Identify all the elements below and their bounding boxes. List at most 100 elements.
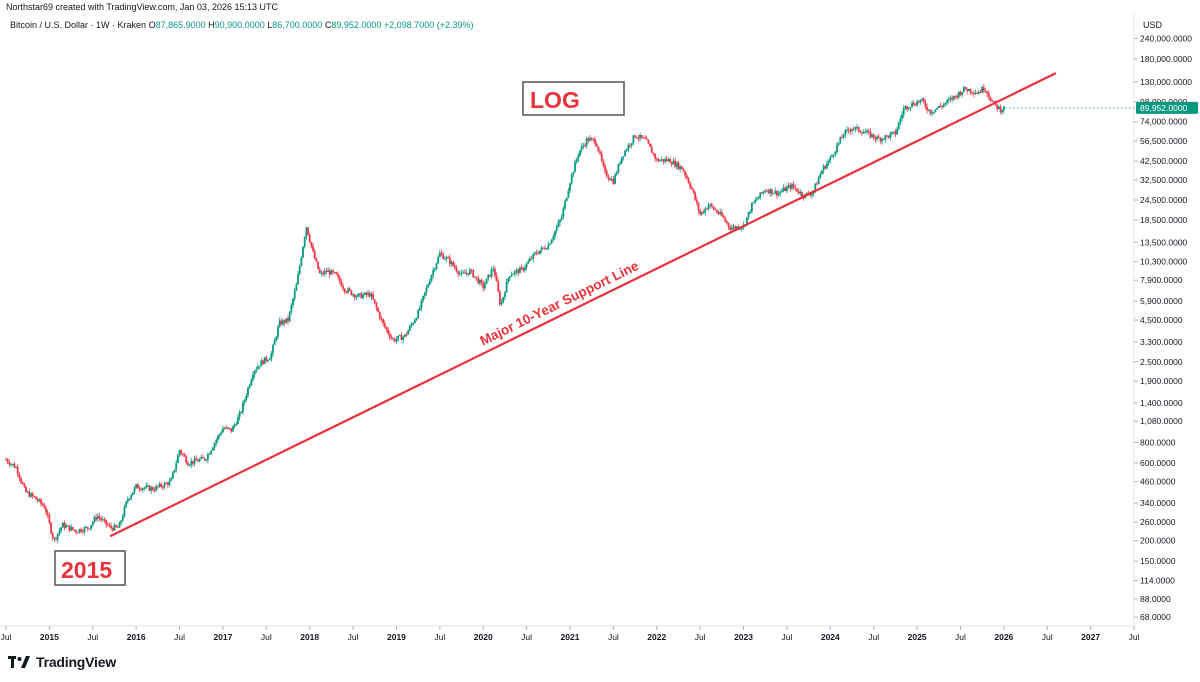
candle-body	[272, 344, 274, 354]
candle-body	[542, 247, 545, 249]
candle-body	[398, 335, 401, 337]
candle-body	[675, 162, 678, 167]
y-tick-label: 13,500.0000	[1140, 237, 1188, 247]
candle-body	[914, 104, 917, 106]
candle-body	[592, 138, 595, 140]
candle-body	[475, 276, 478, 278]
candle-body	[976, 92, 979, 94]
candle-body	[283, 320, 286, 323]
candle-body	[637, 138, 640, 140]
candle-body	[178, 450, 181, 456]
tradingview-logo-icon	[8, 656, 30, 668]
candle-body	[96, 516, 99, 520]
candle-body	[967, 89, 970, 92]
candle-body	[762, 191, 765, 194]
candle-body	[222, 428, 224, 433]
candle-body	[372, 294, 375, 300]
candle-body	[355, 296, 358, 298]
candle-body	[492, 268, 495, 270]
candle-body	[437, 256, 440, 264]
candle-body	[161, 486, 164, 488]
candle-body	[403, 334, 406, 337]
log-annotation-box	[522, 81, 625, 116]
candle-body	[247, 387, 249, 396]
candle-body	[260, 360, 263, 367]
candle-body	[230, 428, 233, 432]
candle-body	[956, 95, 959, 98]
candle-body	[131, 492, 134, 496]
candle-body	[594, 139, 596, 144]
candle-body	[640, 135, 643, 138]
candle-body	[333, 272, 336, 274]
candle-body	[302, 246, 304, 258]
candle-body	[500, 301, 503, 305]
candle-body	[41, 503, 44, 506]
candle-body	[36, 499, 39, 501]
candle-body	[63, 522, 66, 528]
candle-body	[934, 109, 937, 112]
candle-body	[664, 159, 667, 162]
candle-body	[255, 369, 258, 371]
candle-body	[499, 291, 501, 305]
candle-body	[849, 130, 852, 132]
candle-body	[66, 525, 69, 527]
candle-body	[445, 257, 448, 259]
candle-body	[977, 92, 980, 94]
candle-body	[8, 462, 11, 465]
brand-name: TradingView	[36, 654, 117, 670]
candle-body	[93, 517, 96, 523]
candle-body	[912, 102, 915, 105]
candle-body	[659, 160, 662, 162]
candle-body	[824, 166, 827, 169]
candle-body	[143, 487, 146, 489]
candle-body	[392, 338, 395, 340]
candle-body	[557, 222, 560, 228]
candle-body	[407, 330, 410, 335]
candle-body	[510, 274, 513, 277]
candle-body	[136, 484, 139, 489]
candle-body	[183, 454, 186, 457]
candle-body	[163, 482, 166, 488]
candle-body	[196, 460, 199, 462]
candle-body	[909, 106, 912, 109]
support-trendline	[109, 72, 1057, 538]
candle-body	[18, 473, 21, 479]
candle-body	[735, 226, 738, 229]
candle-body	[312, 246, 314, 251]
candle-body	[729, 226, 732, 230]
candle-body	[205, 459, 208, 461]
candle-body	[635, 137, 638, 139]
candle-body	[700, 211, 703, 215]
candle-body	[25, 486, 27, 492]
candle-body	[857, 126, 860, 132]
candle-body	[200, 456, 203, 460]
tradingview-logo[interactable]: TradingView	[8, 654, 116, 670]
candle-body	[562, 208, 565, 217]
candle-body	[754, 199, 757, 203]
candle-body	[842, 135, 845, 138]
candle-body	[822, 166, 825, 171]
candle-body	[201, 456, 204, 458]
candle-body	[123, 506, 126, 517]
candle-body	[625, 149, 628, 151]
candle-body	[425, 287, 428, 293]
candle-body	[358, 293, 361, 295]
candle-body	[957, 92, 960, 98]
candle-body	[6, 459, 9, 463]
candle-body	[527, 261, 530, 264]
candle-body	[575, 159, 578, 163]
y-tick-label: 180,000.0000	[1140, 54, 1192, 64]
x-tick-label: 2018	[300, 632, 319, 642]
candle-body	[497, 281, 500, 292]
candle-body	[791, 184, 793, 189]
candle-body	[856, 126, 858, 128]
y-tick-label: 340.0000	[1140, 498, 1176, 508]
candle-body	[599, 151, 601, 154]
candle-body	[894, 131, 897, 135]
candle-body	[760, 192, 763, 194]
x-tick-label: Jul	[434, 632, 445, 642]
candle-body	[380, 318, 383, 320]
candle-body	[120, 520, 123, 524]
candle-body	[904, 106, 907, 109]
